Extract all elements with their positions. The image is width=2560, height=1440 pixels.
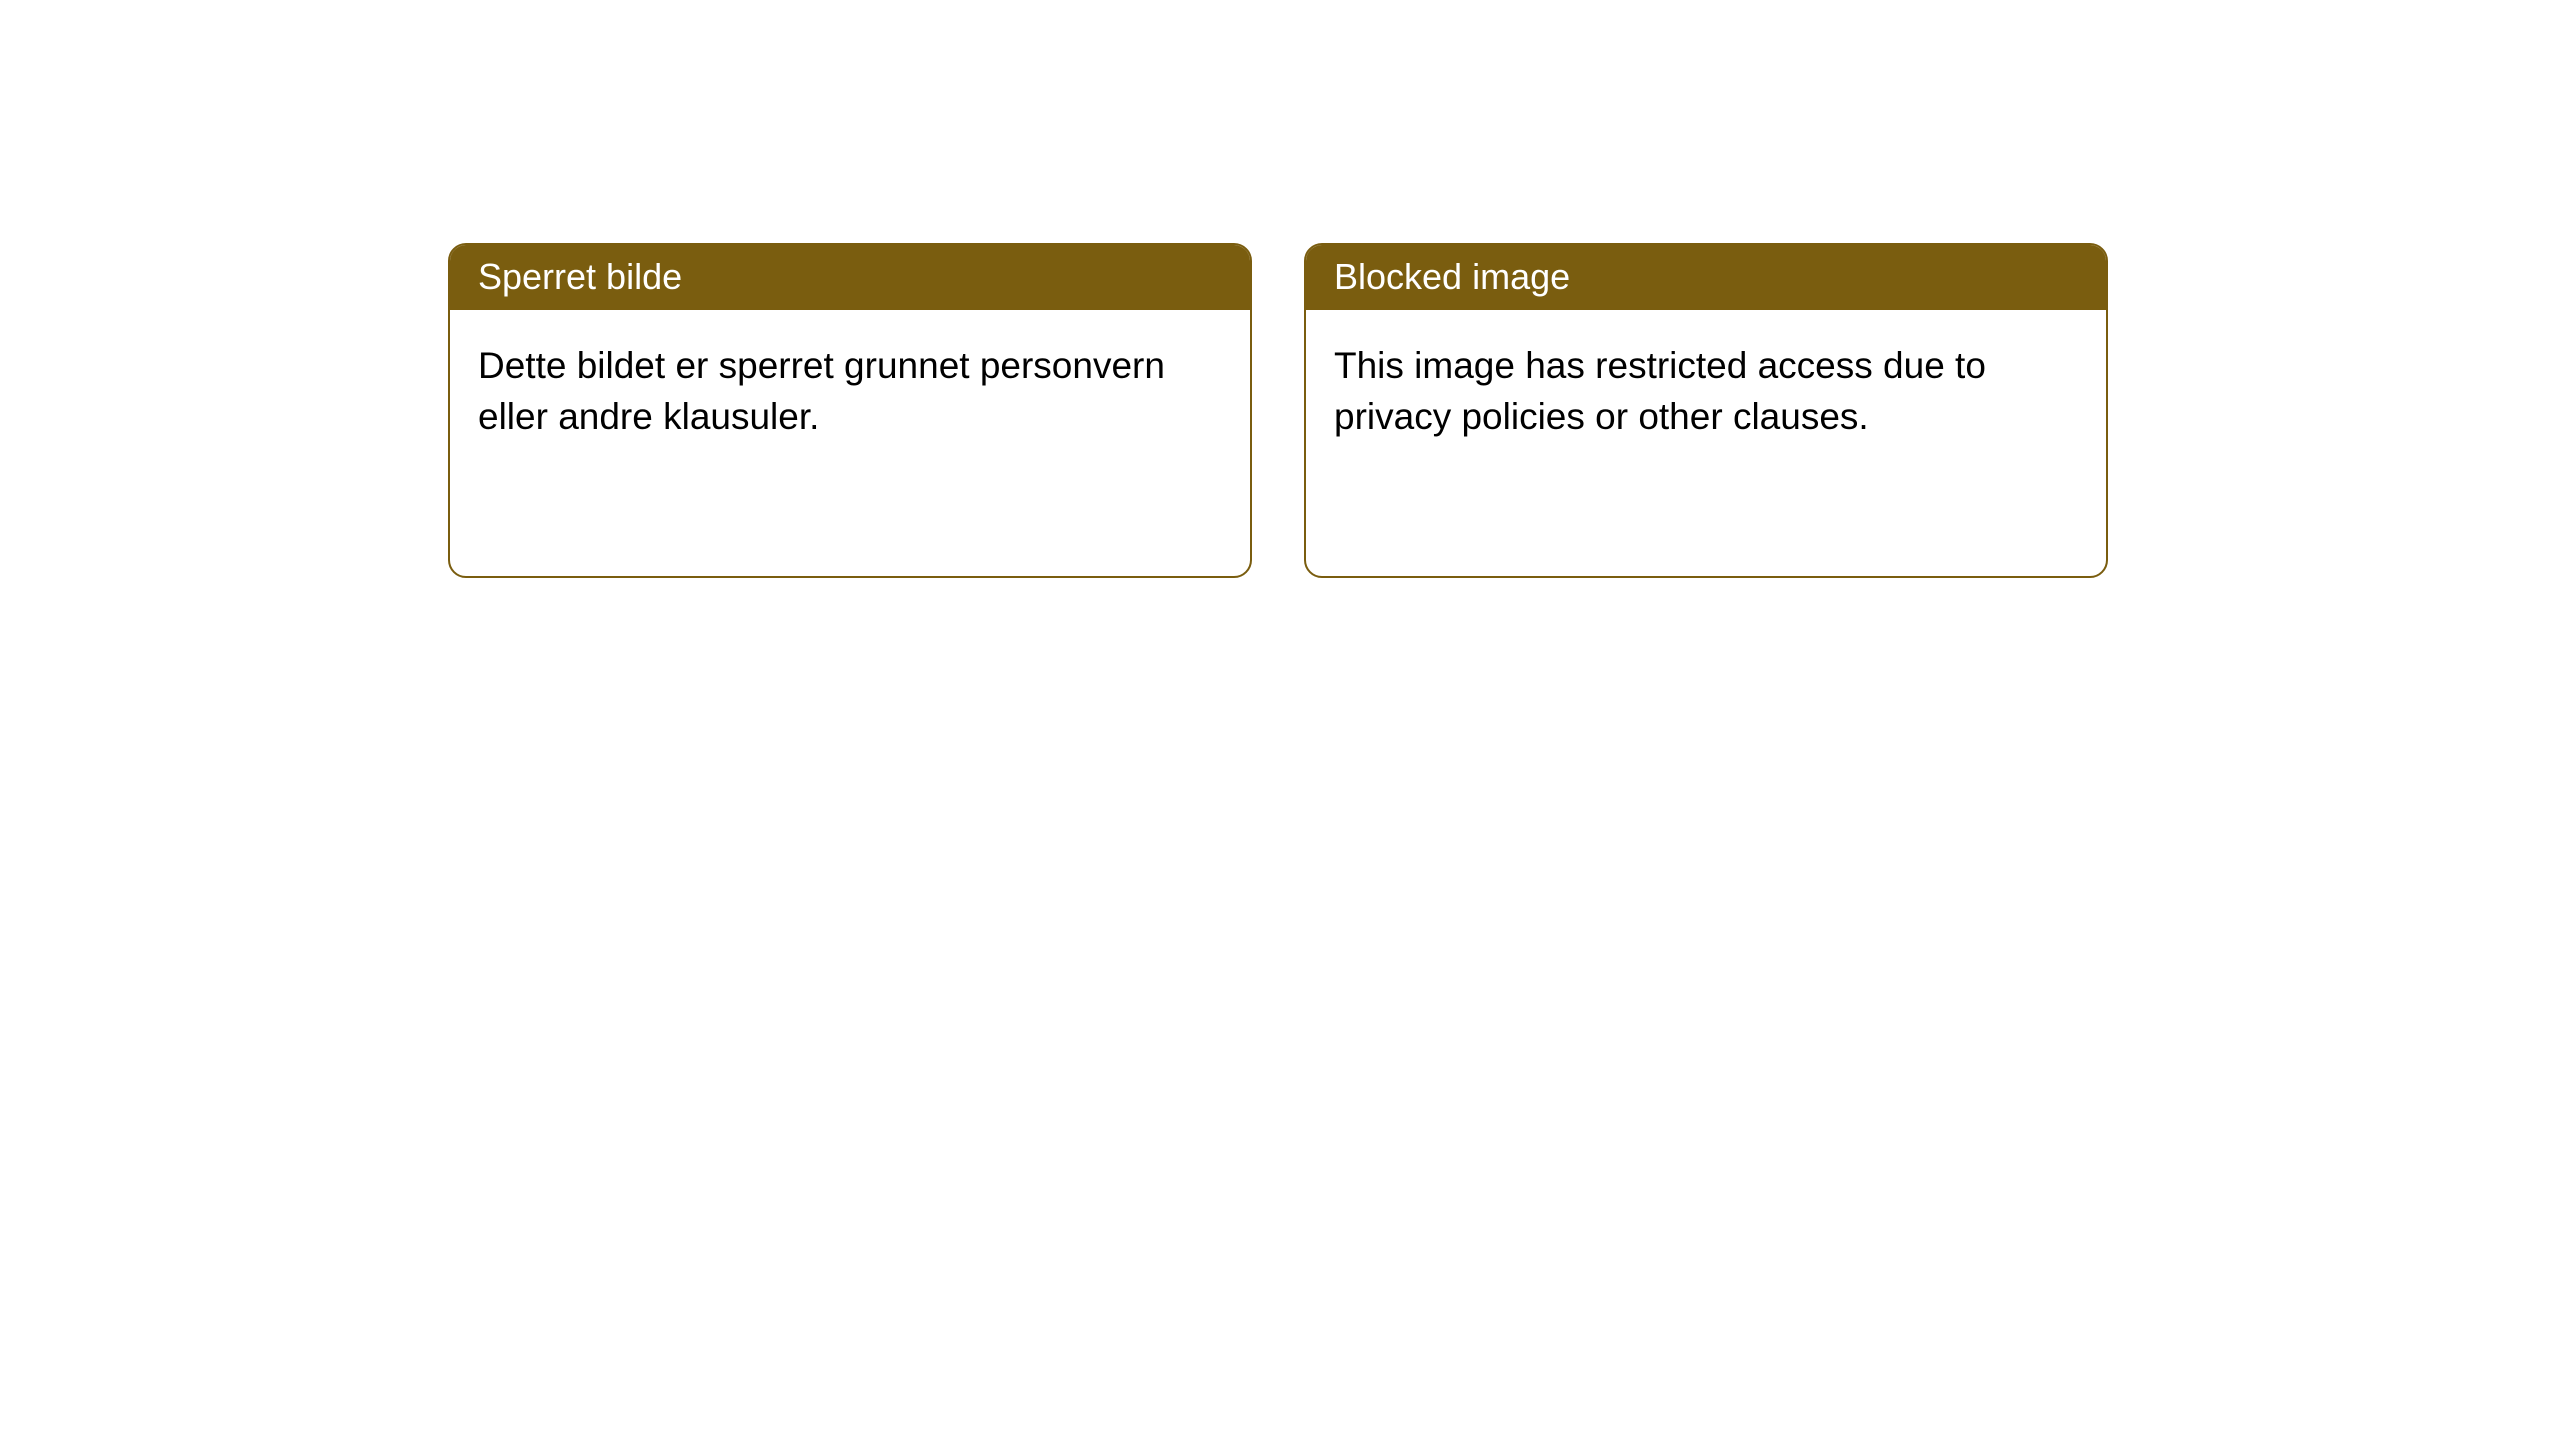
card-body: This image has restricted access due to … xyxy=(1306,310,2106,472)
card-body-text: Dette bildet er sperret grunnet personve… xyxy=(478,345,1165,437)
card-title: Sperret bilde xyxy=(478,256,682,297)
card-body: Dette bildet er sperret grunnet personve… xyxy=(450,310,1250,472)
cards-container: Sperret bilde Dette bildet er sperret gr… xyxy=(0,0,2560,578)
card-header: Blocked image xyxy=(1306,245,2106,310)
blocked-image-card-no: Sperret bilde Dette bildet er sperret gr… xyxy=(448,243,1252,578)
card-title: Blocked image xyxy=(1334,256,1570,297)
card-body-text: This image has restricted access due to … xyxy=(1334,345,1986,437)
blocked-image-card-en: Blocked image This image has restricted … xyxy=(1304,243,2108,578)
card-header: Sperret bilde xyxy=(450,245,1250,310)
